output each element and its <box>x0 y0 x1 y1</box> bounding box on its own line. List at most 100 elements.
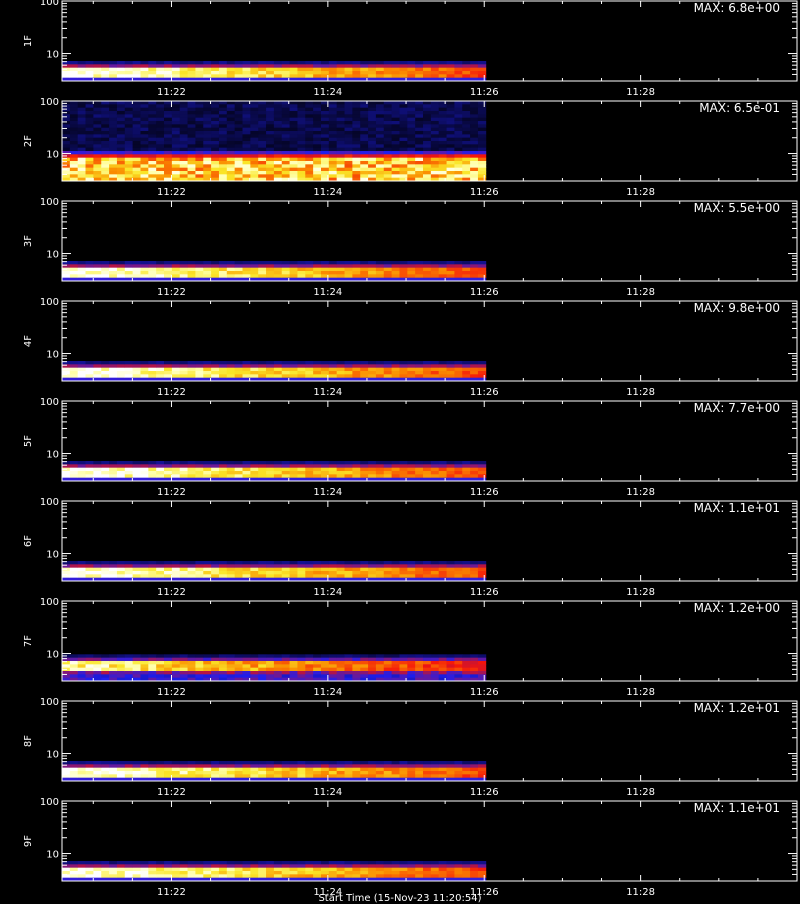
heatmap-cell <box>470 64 479 69</box>
heatmap-cell <box>462 131 471 135</box>
heatmap-cell <box>179 64 188 69</box>
heatmap-cell <box>218 277 228 282</box>
heatmap-cell <box>242 864 251 869</box>
heatmap-cell <box>124 761 134 765</box>
heatmap-cell <box>368 767 377 772</box>
heatmap-cell <box>454 767 463 772</box>
heatmap-cell <box>156 777 165 782</box>
heatmap-cell <box>250 124 259 129</box>
heatmap-cell <box>62 877 71 882</box>
heatmap-cell <box>470 167 479 172</box>
heatmap-cell <box>313 571 322 575</box>
heatmap-cell <box>281 261 290 265</box>
heatmap-cell <box>281 471 290 475</box>
heatmap-cell <box>195 174 204 179</box>
heatmap-cell <box>423 464 432 469</box>
heatmap-cell <box>430 377 440 382</box>
heatmap-cell <box>344 474 353 479</box>
heatmap-cell <box>164 777 173 782</box>
heatmap-cell <box>328 377 338 382</box>
heatmap-cell <box>438 151 447 155</box>
heatmap-cell <box>242 564 251 569</box>
heatmap-cell <box>454 164 463 169</box>
heatmap-cell <box>109 271 118 275</box>
heatmap-cell <box>399 274 408 279</box>
heatmap-cell <box>289 677 298 682</box>
heatmap-cell <box>179 147 188 152</box>
heatmap-cell <box>415 167 424 172</box>
heatmap-cell <box>203 861 212 865</box>
heatmap-cell <box>375 121 385 125</box>
heatmap-cell <box>415 101 424 105</box>
heatmap-cell <box>187 101 196 105</box>
heatmap-cell <box>124 147 134 152</box>
heatmap-cell <box>305 657 314 662</box>
heatmap-cell <box>195 64 204 69</box>
heatmap-cell <box>140 461 149 465</box>
heatmap-cell <box>124 171 134 175</box>
heatmap-cell <box>140 377 149 382</box>
heatmap-cell <box>399 771 408 775</box>
heatmap-cell <box>242 111 251 115</box>
heatmap-cell <box>305 674 314 679</box>
heatmap-cell <box>399 677 408 682</box>
heatmap-cell <box>368 661 377 665</box>
heatmap-cell <box>375 137 385 142</box>
heatmap-cell <box>250 867 259 872</box>
x-tick-label: 11:24 <box>313 287 342 298</box>
heatmap-cell <box>368 274 377 279</box>
heatmap-cell <box>423 864 432 869</box>
heatmap-cell <box>266 161 275 165</box>
heatmap-cell <box>242 677 251 682</box>
heatmap-cell <box>391 864 400 869</box>
heatmap-cell <box>148 164 157 169</box>
heatmap-cell <box>211 767 220 772</box>
heatmap-cell <box>85 371 94 375</box>
heatmap-cell <box>109 104 118 109</box>
heatmap-cell <box>132 171 141 175</box>
max-label: MAX: 1.2e+01 <box>694 701 780 715</box>
heatmap-cell <box>446 871 455 875</box>
heatmap-cell <box>226 267 236 272</box>
heatmap-cell <box>266 177 275 182</box>
heatmap-cell <box>273 664 283 669</box>
heatmap-cell <box>368 667 377 672</box>
heatmap-cell <box>124 271 134 275</box>
heatmap-cell <box>187 671 196 675</box>
heatmap-cell <box>195 171 204 175</box>
heatmap-cell <box>156 144 165 149</box>
heatmap-cell <box>116 654 126 659</box>
heatmap-cell <box>273 111 283 115</box>
heatmap-cell <box>360 74 369 79</box>
heatmap-cell <box>423 161 432 165</box>
heatmap-cell <box>101 861 110 865</box>
heatmap-cell <box>383 574 393 579</box>
heatmap-cell <box>132 667 141 672</box>
heatmap-cell <box>226 61 236 65</box>
heatmap-cell <box>289 764 298 769</box>
heatmap-cell <box>93 271 102 275</box>
heatmap-cell <box>85 767 94 772</box>
heatmap-cell <box>477 361 487 365</box>
heatmap-cell <box>430 277 440 282</box>
heatmap-cell <box>218 571 228 575</box>
heatmap-cell <box>234 677 243 682</box>
heatmap-cell <box>438 371 447 375</box>
heatmap-cell <box>218 261 228 265</box>
heatmap-cell <box>430 861 440 865</box>
heatmap-cell <box>69 661 79 665</box>
heatmap-cell <box>132 867 141 872</box>
heatmap-cell <box>430 77 440 82</box>
heatmap-cell <box>258 371 267 375</box>
heatmap-cell <box>407 371 416 375</box>
heatmap-cell <box>407 261 416 265</box>
heatmap-cell <box>266 151 275 155</box>
heatmap-cell <box>415 361 424 365</box>
heatmap-cell <box>320 564 330 569</box>
heatmap-cell <box>281 274 290 279</box>
heatmap-cell <box>360 767 369 772</box>
heatmap-cell <box>148 367 157 372</box>
heatmap-cell <box>93 777 102 782</box>
heatmap-cell <box>171 174 181 179</box>
